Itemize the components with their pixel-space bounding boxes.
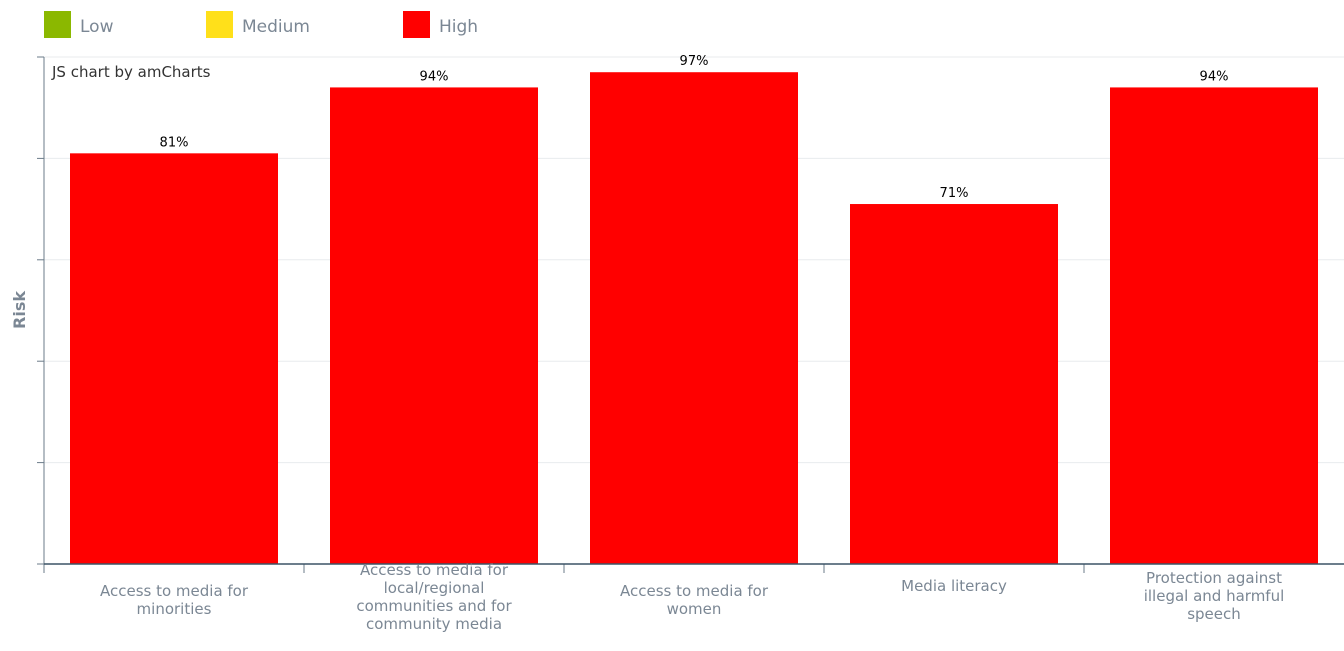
- legend-label-medium[interactable]: Medium: [242, 17, 310, 37]
- legend-swatch-medium[interactable]: [206, 11, 233, 38]
- legend-swatch-high[interactable]: [403, 11, 430, 38]
- x-tick-label: Access to media for minorities: [100, 582, 249, 618]
- bar[interactable]: [1110, 87, 1318, 565]
- bar-value-label: 94%: [420, 69, 449, 84]
- axes: [37, 56, 1344, 573]
- x-tick-label: Protection against illegal and harmful spe…: [1144, 569, 1285, 623]
- bars: 81% 94% 97% 71% 94%: [70, 54, 1318, 565]
- legend-label-low[interactable]: Low: [80, 17, 114, 37]
- y-axis-label: Risk: [10, 291, 29, 329]
- bar[interactable]: [70, 153, 278, 564]
- x-tick-label: Access to media for local/regional communi…: [356, 561, 512, 633]
- x-tick-label: Media literacy: [901, 577, 1007, 595]
- bar-value-label: 81%: [160, 135, 189, 150]
- legend-label-high[interactable]: High: [439, 17, 478, 37]
- bar[interactable]: [850, 204, 1058, 564]
- x-tick-label: Access to media for women: [620, 582, 769, 618]
- bar[interactable]: [590, 72, 798, 565]
- bar[interactable]: [330, 87, 538, 565]
- chart-credit[interactable]: JS chart by amCharts: [51, 63, 211, 81]
- bar-value-label: 94%: [1200, 69, 1229, 84]
- category-labels: Access to media for minorities Access to m…: [100, 561, 1284, 633]
- legend: Low Medium High: [44, 11, 478, 38]
- bar-value-label: 97%: [680, 54, 709, 69]
- legend-swatch-low[interactable]: [44, 11, 71, 38]
- bar-value-label: 71%: [940, 186, 969, 201]
